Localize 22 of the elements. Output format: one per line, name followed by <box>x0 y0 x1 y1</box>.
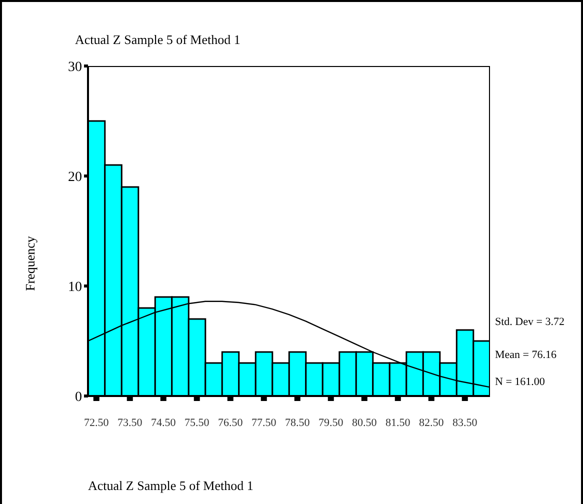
x-tick-label: 82.50 <box>419 417 444 429</box>
x-tick-label: 72.50 <box>84 417 110 429</box>
text: Mean = 76.16 <box>495 349 556 361</box>
y-tick-label: 20 <box>68 170 82 185</box>
y-axis-title: Frequency <box>22 236 38 291</box>
x-tick-label: 78.50 <box>285 417 310 429</box>
x-tick-label: 73.50 <box>118 417 143 429</box>
chart-title: Actual Z Sample 5 of Method 1 <box>75 32 240 48</box>
x-tick-label: 79.50 <box>318 417 344 429</box>
y-tick-label: 0 <box>75 390 82 405</box>
x-tick-label: 83.50 <box>452 417 478 429</box>
text: N = 161.00 <box>495 376 545 388</box>
text: Std. Dev = 3.72 <box>495 316 564 328</box>
x-tick-label: 74.50 <box>151 417 176 429</box>
x-tick-label: 77.50 <box>252 417 277 429</box>
x-tick-label: 76.50 <box>218 417 244 429</box>
y-tick-label: 10 <box>68 280 82 295</box>
text: Actual Z Sample 5 of Method 1 <box>88 478 254 494</box>
x-tick-label: 75.50 <box>184 417 210 429</box>
y-tick-label: 30 <box>68 60 82 75</box>
x-tick-label: 80.50 <box>352 417 378 429</box>
x-tick-label: 81.50 <box>386 417 411 429</box>
